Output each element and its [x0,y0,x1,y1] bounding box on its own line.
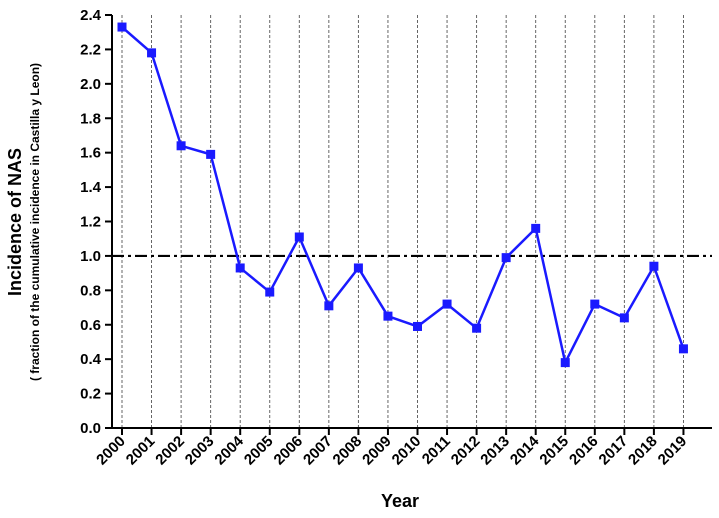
data-point-marker [147,48,157,58]
data-point-marker [265,287,275,297]
data-point-marker [235,263,245,273]
y-tick-label: 0.6 [80,317,101,334]
data-point-marker [501,253,511,263]
y-tick-label: 1.4 [80,179,102,196]
x-tick-label: 2010 [389,433,425,469]
y-tick-label: 1.6 [80,145,101,162]
data-point-marker [619,313,629,323]
data-point-marker [353,263,363,273]
y-axis-ticks: 0.0 0.2 0.4 0.6 0.8 1.0 1.2 1.4 1.6 1.8 2.0 2.2 2.4 [80,7,112,437]
x-tick-label: 2002 [152,433,188,469]
vertical-gridlines [121,15,684,428]
x-tick-label: 2008 [330,433,366,469]
data-point-marker [324,301,334,311]
x-tick-label: 2011 [419,433,454,468]
x-tick-label: 2007 [300,433,336,469]
x-tick-label: 2017 [596,433,632,469]
data-point-marker [383,311,393,321]
series-markers [117,22,688,368]
y-tick-label: 2.0 [80,76,101,93]
data-point-marker [176,141,186,151]
x-tick-label: 2016 [566,433,602,469]
data-point-marker [294,232,304,242]
x-tick-label: 2005 [241,433,277,469]
x-tick-label: 2013 [477,433,513,469]
y-tick-label: 0.2 [80,386,101,403]
y-axis-subtitle: ( fraction of the cumulative incidence i… [28,63,42,381]
x-tick-label: 2001 [123,433,159,469]
x-tick-label: 2014 [507,432,543,468]
x-tick-label: 2006 [271,433,307,469]
data-point-marker [206,149,216,159]
x-tick-label: 2004 [211,432,247,468]
data-point-marker [531,223,541,233]
x-tick-label: 2015 [536,433,572,469]
y-tick-label: 1.2 [80,214,101,231]
x-tick-label: 2018 [625,433,661,469]
series-line [121,26,685,364]
x-tick-label: 2003 [182,433,218,469]
y-tick-label: 0.8 [80,282,101,299]
y-tick-label: 0.4 [80,351,102,368]
y-tick-label: 2.2 [80,41,101,58]
x-tick-label: 2012 [448,433,484,469]
data-point-marker [678,344,688,354]
data-point-marker [472,323,482,333]
x-axis-ticks: 2000200120022003200420052006200720082009… [93,428,690,468]
y-tick-label: 1.0 [80,248,101,265]
x-tick-label: 2009 [359,433,395,469]
data-point-marker [560,358,570,368]
y-axis-title: Incidence of NAS [5,148,25,296]
y-tick-label: 2.4 [80,7,102,24]
data-point-marker [117,22,127,32]
y-tick-label: 1.8 [80,110,101,127]
data-point-marker [442,299,452,309]
x-axis-title: Year [381,491,419,511]
x-tick-label: 2000 [93,433,129,469]
data-point-marker [649,261,659,271]
data-point-marker [590,299,600,309]
data-point-marker [413,321,422,331]
y-tick-label: 0.0 [80,420,101,437]
x-tick-label: 2019 [655,433,691,469]
